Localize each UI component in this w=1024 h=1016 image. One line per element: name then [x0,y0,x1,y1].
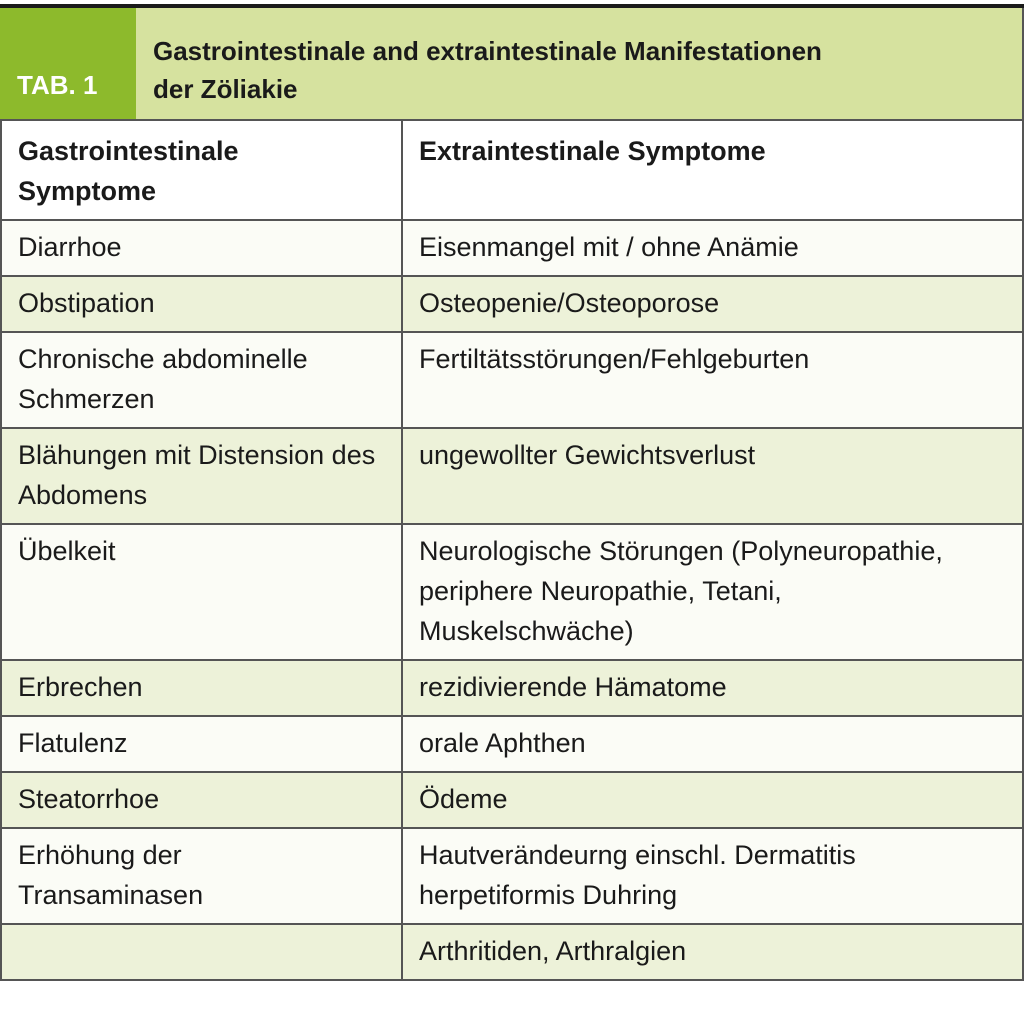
gastro-symptom-cell: Steatorrhoe [0,771,403,829]
table-row: Blähungen mit Distension des Abdomens ung… [0,427,1024,525]
extra-symptom-cell: orale Aphthen [401,715,1024,773]
extra-symptom-cell: Hautverändeurng einschl. Dermatitis herp… [401,827,1024,925]
extra-symptom-cell: Fertiltätsstörungen/Fehlgeburten [401,331,1024,429]
gastro-symptom-cell [0,923,403,981]
gastro-symptom-cell: Blähungen mit Distension des Abdomens [0,427,403,525]
extra-symptom-cell: Arthritiden, Arthralgien [401,923,1024,981]
table-row: Erbrechen rezidivierende Hämatome [0,659,1024,717]
table-row: Flatulenz orale Aphthen [0,715,1024,773]
gastro-symptom-cell: Übelkeit [0,523,403,661]
gastro-symptom-cell: Flatulenz [0,715,403,773]
extra-symptom-cell: ungewollter Gewichtsverlust [401,427,1024,525]
table-label: TAB. 1 [0,8,136,119]
title-line: Gastrointestinale and extraintestinale M… [153,36,822,66]
table-row: Steatorrhoe Ödeme [0,771,1024,829]
table-row: Diarrhoe Eisenmangel mit / ohne Anämie [0,219,1024,277]
table-row: Erhöhung der Transaminasen Hautverändeurn… [0,827,1024,925]
header-row: Gastrointestinale Symptome Extraintestin… [0,119,1024,221]
table-row: Arthritiden, Arthralgien [0,923,1024,981]
column-header-gastro: Gastrointestinale Symptome [0,119,403,221]
table-caption: TAB. 1 Gastrointestinale and extraintest… [0,8,1024,119]
top-rule [0,4,1024,8]
title-line: der Zöliakie [153,74,298,104]
table-row: Obstipation Osteopenie/Osteoporose [0,275,1024,333]
column-header-extra: Extraintestinale Symptome [401,119,1024,221]
table-row: Übelkeit Neurologische Störungen (Polyneu… [0,523,1024,661]
extra-symptom-cell: Eisenmangel mit / ohne Anämie [401,219,1024,277]
table-title: Gastrointestinale and extraintestinale M… [136,8,1022,119]
extra-symptom-cell: rezidivierende Hämatome [401,659,1024,717]
table-row: Chronische abdominelle Schmerzen Fertiltä… [0,331,1024,429]
gastro-symptom-cell: Obstipation [0,275,403,333]
gastro-symptom-cell: Diarrhoe [0,219,403,277]
symptoms-table: Gastrointestinale Symptome Extraintestin… [0,119,1024,981]
gastro-symptom-cell: Erbrechen [0,659,403,717]
extra-symptom-cell: Osteopenie/Osteoporose [401,275,1024,333]
gastro-symptom-cell: Chronische abdominelle Schmerzen [0,331,403,429]
gastro-symptom-cell: Erhöhung der Transaminasen [0,827,403,925]
extra-symptom-cell: Neurologische Störungen (Polyneuropathie… [401,523,1024,661]
extra-symptom-cell: Ödeme [401,771,1024,829]
